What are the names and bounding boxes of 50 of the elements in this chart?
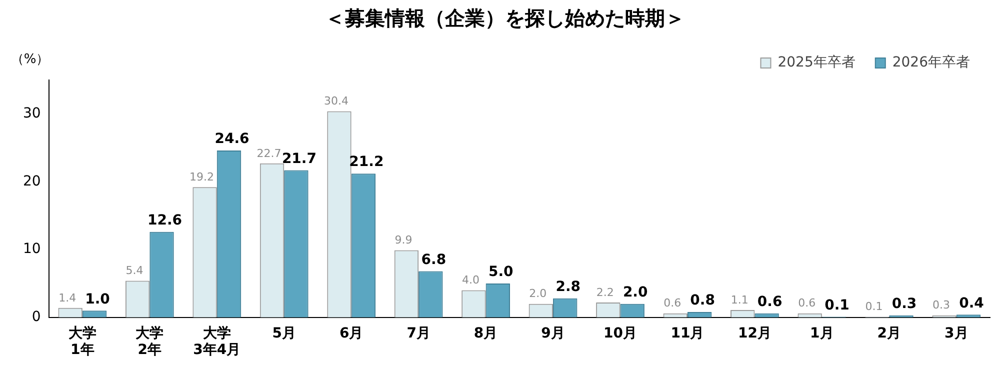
data-label: 0.6 — [757, 294, 782, 310]
x-tick-label: 6月 — [339, 325, 364, 342]
data-label: 0.8 — [690, 292, 715, 309]
x-tick-label: 11月 — [670, 325, 704, 342]
data-label: 0.3 — [932, 298, 950, 312]
y-axis-title: （%） — [10, 52, 50, 67]
data-label: 0.6 — [664, 296, 682, 310]
x-tick-label: 大学 1年 — [68, 325, 96, 358]
data-label: 2.2 — [596, 286, 614, 299]
data-label: 1.4 — [58, 291, 76, 304]
data-label: 21.7 — [282, 150, 316, 167]
data-label: 1.0 — [85, 291, 110, 308]
data-label: 2.0 — [529, 287, 547, 300]
data-label: 9.9 — [394, 234, 412, 247]
chart-title: ＜募集情報（企業）を探し始めた時期＞ — [325, 6, 685, 30]
data-label: 5.4 — [126, 264, 144, 278]
legend-label: 2025年卒者 — [778, 54, 856, 71]
data-label: 0.6 — [798, 296, 816, 310]
data-label: 12.6 — [147, 212, 182, 229]
x-tick-label: 大学 3年4月 — [193, 325, 241, 358]
y-tick-label: 20 — [22, 173, 41, 190]
data-label: 2.0 — [622, 284, 648, 300]
data-label: 0.1 — [865, 300, 883, 314]
data-label: 19.2 — [190, 170, 214, 184]
data-label: 0.3 — [892, 296, 917, 312]
data-label: 1.1 — [730, 293, 748, 306]
data-label: 24.6 — [214, 131, 250, 148]
data-label: 5.0 — [488, 264, 514, 280]
x-tick-label: 7月 — [406, 325, 430, 342]
data-label: 6.8 — [421, 252, 446, 268]
x-tick-label: 大学 2年 — [136, 325, 164, 358]
legend-label: 2026年卒者 — [892, 54, 970, 71]
x-tick-label: 5月 — [272, 325, 296, 342]
data-label: 22.7 — [256, 146, 282, 160]
data-label: 4.0 — [462, 274, 480, 287]
y-tick-label: 10 — [22, 241, 41, 258]
x-tick-label: 9月 — [541, 325, 565, 342]
x-tick-label: 1月 — [810, 325, 834, 342]
y-tick-label: 0 — [32, 309, 41, 326]
data-label: 0.1 — [824, 297, 850, 314]
x-tick-label: 10月 — [604, 325, 637, 342]
x-tick-label: 2月 — [877, 325, 902, 342]
data-label: 0.4 — [959, 295, 984, 312]
data-label: 30.4 — [324, 94, 348, 108]
y-tick-label: 30 — [22, 106, 41, 122]
x-tick-label: 8月 — [474, 325, 498, 342]
x-tick-label: 3月 — [944, 325, 968, 342]
data-label: 2.8 — [556, 279, 581, 296]
x-tick-label: 12月 — [738, 325, 772, 342]
data-label: 21.2 — [349, 154, 384, 170]
